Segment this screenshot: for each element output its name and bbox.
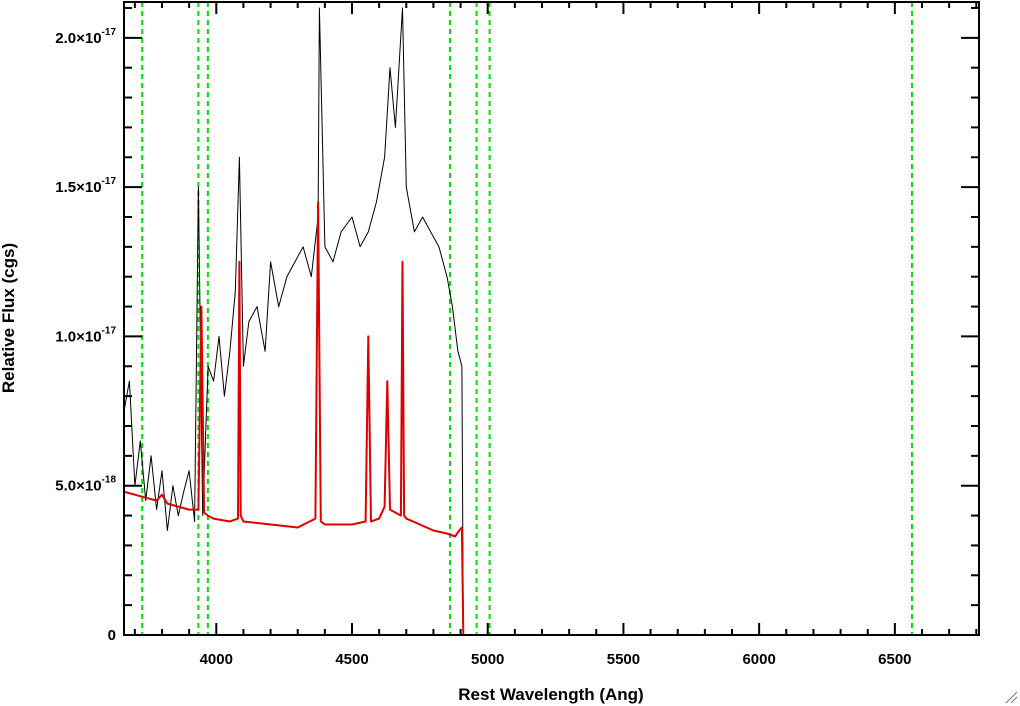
plot-frame [123,1,980,636]
y-tick-label: 1.0×10-17 [55,325,116,345]
resize-grip-icon[interactable] [1004,690,1018,704]
y-tick-label: 0 [108,627,116,644]
y-tick-label: 1.5×10-17 [55,176,116,196]
x-axis-ticks: 4000 4500 5000 5500 6000 6500 [133,2,978,668]
x-tick-label: 4500 [335,651,368,668]
series-line-1 [123,201,979,636]
x-tick-label: 5500 [607,651,640,668]
x-tick-label: 6000 [742,651,775,668]
series-line-0 [123,7,464,636]
reference-lines [141,2,913,635]
x-tick-label: 4000 [200,651,233,668]
y-axis-label: Relative Flux (cgs) [0,243,18,393]
x-tick-label: 6500 [878,651,911,668]
y-tick-label: 2.0×10-17 [55,27,116,47]
y-axis-ticks: 0 5.0×10-18 1.0×10-17 1.5×10-17 2.0×10-17 [55,6,979,644]
x-axis-label: Rest Wavelength (Ang) [458,685,643,704]
y-tick-label: 5.0×10-18 [55,475,116,495]
x-tick-label: 5000 [471,651,504,668]
series-layer [123,7,979,636]
